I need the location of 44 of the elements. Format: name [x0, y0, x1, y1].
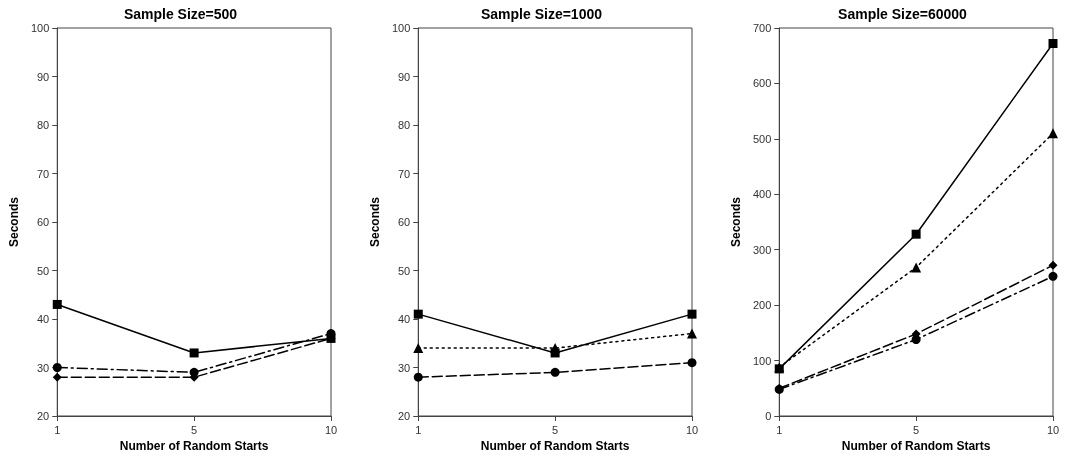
x-tick-label: 5 — [191, 423, 198, 436]
x-tick-label: 10 — [1046, 423, 1060, 436]
x-tick-label: 5 — [552, 423, 559, 436]
y-tick-label: 80 — [398, 119, 411, 131]
y-axis-title: Seconds — [729, 196, 743, 248]
y-tick-label: 100 — [30, 22, 50, 34]
y-tick-label: 300 — [752, 243, 772, 256]
y-tick-label: 20 — [398, 410, 411, 422]
y-tick-label: 90 — [398, 70, 411, 83]
y-tick-label: 20 — [37, 410, 50, 422]
y-tick-label: 90 — [37, 70, 50, 83]
y-tick-label: 30 — [37, 361, 50, 374]
x-tick-label: 1 — [415, 423, 422, 436]
x-axis-title: Number of Random Starts — [841, 438, 991, 453]
x-axis-title: Number of Random Starts — [119, 438, 269, 453]
y-tick-label: 80 — [37, 119, 50, 131]
chart-title: Sample Size=60000 — [838, 6, 968, 22]
x-tick-label: 1 — [54, 423, 61, 436]
x-tick-label: 10 — [324, 423, 338, 436]
x-tick-label: 10 — [685, 423, 699, 436]
y-tick-label: 100 — [391, 22, 411, 34]
y-tick-label: 500 — [752, 132, 772, 145]
y-tick-label: 70 — [37, 167, 50, 180]
x-axis-title: Number of Random Starts — [480, 438, 630, 453]
y-tick-label: 100 — [752, 354, 772, 367]
y-tick-label: 50 — [398, 264, 411, 277]
y-tick-label: 200 — [752, 299, 772, 312]
y-axis-title: Seconds — [368, 196, 382, 248]
y-tick-label: 30 — [398, 361, 411, 374]
x-tick-label: 5 — [913, 423, 920, 436]
y-tick-label: 700 — [752, 22, 772, 34]
y-tick-label: 60 — [398, 216, 411, 228]
y-tick-label: 0 — [765, 410, 772, 422]
y-tick-label: 70 — [398, 167, 411, 180]
y-axis-title: Seconds — [7, 196, 21, 248]
chart-title: Sample Size=1000 — [480, 6, 603, 22]
y-tick-label: 400 — [752, 188, 772, 201]
y-tick-label: 50 — [37, 264, 50, 277]
x-tick-label: 1 — [776, 423, 783, 436]
y-tick-label: 600 — [752, 77, 772, 90]
y-tick-label: 40 — [37, 313, 50, 325]
y-tick-label: 40 — [398, 313, 411, 325]
chart-title: Sample Size=500 — [123, 6, 238, 22]
y-tick-label: 60 — [37, 216, 50, 228]
